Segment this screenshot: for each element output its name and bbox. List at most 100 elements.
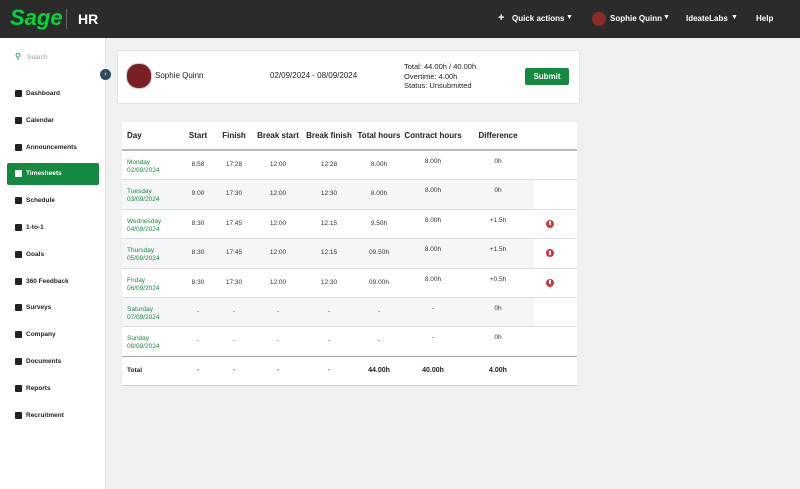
nav-item[interactable]: Company	[26, 331, 56, 339]
nav-icon	[15, 224, 22, 231]
employee-name: Sophie Quinn	[155, 71, 204, 80]
column-header: Finish	[222, 131, 246, 140]
cell: 09.00h	[369, 278, 389, 286]
nav-item[interactable]: Surveys	[26, 304, 52, 312]
collapse-button[interactable]: ‹	[100, 69, 111, 80]
nav-icon	[15, 116, 22, 124]
cell: -	[232, 337, 236, 345]
nav-item[interactable]: Recruitment	[26, 411, 64, 419]
caret: ▼	[663, 14, 670, 21]
cell: -	[377, 337, 381, 345]
column-header: Break start	[257, 131, 299, 140]
table-bottom	[122, 384, 577, 386]
total-cell: 40.00h	[422, 366, 444, 374]
day-name: Sunday	[127, 335, 150, 343]
search-icon: ⚲	[15, 52, 21, 61]
sidebar	[0, 38, 106, 489]
active-item	[7, 163, 99, 186]
day-date: 04/09/2024	[127, 225, 160, 233]
cell: 8.00h	[424, 158, 442, 165]
total-cell: -	[232, 366, 236, 374]
cell: 12:00	[269, 278, 287, 286]
cell: 12:15	[320, 219, 338, 227]
day-date: 07/09/2024	[127, 314, 160, 321]
avatar	[126, 63, 152, 89]
company-menu[interactable]: IdeateLabs	[686, 14, 728, 23]
row-shade	[122, 239, 534, 269]
divider	[66, 9, 67, 29]
cell: -	[431, 305, 435, 312]
cell: 0h	[494, 305, 502, 312]
cell: 17:28	[225, 161, 243, 168]
cell: 8:30	[191, 278, 205, 286]
nav-item[interactable]: 1-to-1	[26, 224, 44, 231]
submit-button[interactable]: Submit	[525, 68, 569, 85]
nav-item[interactable]: Schedule	[26, 197, 55, 205]
warning-icon	[546, 219, 554, 228]
row-rule	[122, 267, 577, 269]
column-header: Start	[188, 131, 208, 140]
cell: 12:30	[320, 278, 338, 286]
nav-item[interactable]: 360 Feedback	[26, 277, 69, 285]
total-hours: Total: 44.00h / 40.00h	[404, 62, 477, 71]
cell: -	[276, 308, 280, 315]
cell: 12:00	[269, 161, 287, 168]
nav-icon	[15, 90, 22, 97]
logo[interactable]: Sage	[10, 5, 63, 30]
nav-icon	[15, 304, 22, 312]
quick-actions[interactable]: Quick actions	[512, 14, 565, 23]
warning-icon	[546, 278, 554, 287]
cell: -	[327, 308, 331, 315]
day-name: Thursday	[127, 247, 155, 255]
cell: 8:58	[191, 161, 205, 168]
nav-item[interactable]: Reports	[26, 384, 51, 392]
app-name: HR	[78, 11, 99, 27]
cell: 9:00	[191, 190, 205, 198]
cell: -	[327, 337, 331, 345]
overtime: Overtime: 4.00h	[404, 72, 458, 81]
avatar[interactable]	[592, 12, 606, 26]
column-header: Contract hours	[404, 131, 462, 140]
cell: +1.5h	[489, 216, 507, 224]
caret: ▼	[731, 14, 738, 21]
cell: 8.00h	[424, 275, 442, 283]
help[interactable]: Help	[756, 14, 774, 23]
nav-item[interactable]: Calendar	[26, 116, 54, 124]
row-shade	[122, 298, 534, 328]
day-date: 02/09/2024	[127, 167, 160, 174]
row-rule	[122, 238, 577, 240]
nav-item[interactable]: Announcements	[26, 143, 77, 151]
day-date: 06/09/2024	[127, 284, 160, 292]
cell: 8:30	[191, 219, 205, 227]
nav-item[interactable]: Goals	[26, 250, 45, 258]
nav-icon	[15, 250, 22, 258]
cell: 12:28	[320, 161, 338, 168]
nav-item[interactable]: Documents	[26, 358, 62, 365]
cell: 12:30	[320, 190, 338, 198]
nav-icon	[15, 411, 22, 419]
nav-icon	[15, 143, 22, 151]
cell: 12:00	[269, 190, 287, 198]
cell: +1.5h	[489, 246, 507, 254]
cell: 17:45	[225, 249, 243, 257]
user-menu[interactable]: Sophie Quinn	[610, 14, 662, 23]
search[interactable]: Search	[27, 54, 48, 61]
cell: 17:30	[225, 278, 243, 286]
cell: 17:30	[225, 190, 243, 198]
status: Status: Unsubmitted	[404, 81, 472, 90]
nav-item[interactable]: Timesheets	[26, 170, 62, 178]
day-name: Tuesday	[127, 188, 152, 196]
column-header: Break finish	[306, 131, 352, 140]
cell: -	[276, 337, 280, 345]
nav-item[interactable]: Dashboard	[26, 90, 60, 97]
cell: 12:15	[320, 249, 338, 257]
day-name: Wednesday	[127, 217, 162, 225]
day-name: Saturday	[127, 306, 154, 313]
nav-icon	[15, 277, 22, 285]
day-name: Friday	[127, 276, 146, 284]
cell: 12:00	[269, 249, 287, 257]
total-label: Total	[127, 366, 143, 374]
top-bar	[0, 0, 800, 38]
nav-icon	[15, 358, 22, 365]
